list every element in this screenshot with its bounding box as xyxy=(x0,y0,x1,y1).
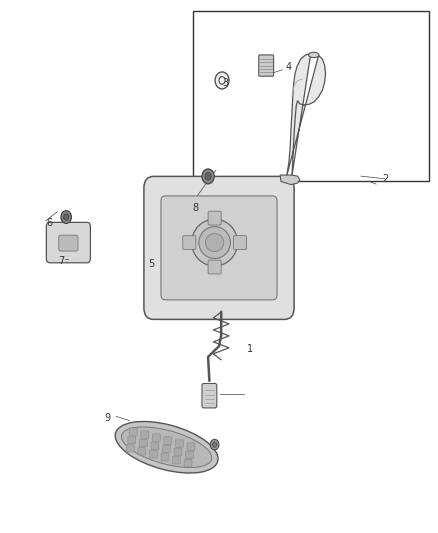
Polygon shape xyxy=(280,175,300,184)
Ellipse shape xyxy=(199,227,230,259)
Circle shape xyxy=(202,169,214,184)
FancyBboxPatch shape xyxy=(164,437,172,445)
FancyBboxPatch shape xyxy=(141,431,149,438)
FancyBboxPatch shape xyxy=(184,459,192,467)
Ellipse shape xyxy=(205,233,224,252)
Text: 4: 4 xyxy=(286,62,292,72)
FancyBboxPatch shape xyxy=(176,440,184,447)
FancyBboxPatch shape xyxy=(151,442,159,450)
FancyBboxPatch shape xyxy=(138,448,146,455)
FancyBboxPatch shape xyxy=(149,450,157,458)
FancyBboxPatch shape xyxy=(161,454,169,461)
Text: 9: 9 xyxy=(105,413,111,423)
FancyBboxPatch shape xyxy=(59,235,78,251)
Ellipse shape xyxy=(308,52,319,58)
FancyBboxPatch shape xyxy=(193,11,428,181)
Ellipse shape xyxy=(192,219,237,266)
Text: 8: 8 xyxy=(192,203,198,213)
FancyBboxPatch shape xyxy=(139,439,147,447)
Text: 7: 7 xyxy=(58,256,64,266)
FancyBboxPatch shape xyxy=(152,434,160,441)
Text: 2: 2 xyxy=(382,174,388,184)
FancyBboxPatch shape xyxy=(187,443,195,450)
FancyBboxPatch shape xyxy=(128,436,136,443)
FancyBboxPatch shape xyxy=(183,236,196,249)
FancyBboxPatch shape xyxy=(46,222,90,263)
Circle shape xyxy=(212,442,217,447)
FancyBboxPatch shape xyxy=(129,428,137,435)
FancyBboxPatch shape xyxy=(127,445,134,452)
FancyBboxPatch shape xyxy=(162,445,170,453)
FancyBboxPatch shape xyxy=(144,176,294,319)
Circle shape xyxy=(205,173,211,180)
Text: 5: 5 xyxy=(148,259,155,269)
Circle shape xyxy=(64,214,69,220)
Circle shape xyxy=(219,77,225,84)
Text: 3: 3 xyxy=(223,78,229,88)
Ellipse shape xyxy=(121,427,212,467)
Ellipse shape xyxy=(115,422,218,473)
Polygon shape xyxy=(287,54,325,176)
FancyBboxPatch shape xyxy=(174,448,182,456)
Circle shape xyxy=(215,72,229,89)
Circle shape xyxy=(61,211,71,223)
Circle shape xyxy=(210,439,219,450)
FancyBboxPatch shape xyxy=(233,236,247,249)
FancyBboxPatch shape xyxy=(208,260,221,274)
FancyBboxPatch shape xyxy=(259,55,274,76)
FancyBboxPatch shape xyxy=(161,196,277,300)
FancyBboxPatch shape xyxy=(202,383,217,408)
Text: 6: 6 xyxy=(46,218,53,228)
FancyBboxPatch shape xyxy=(186,451,194,458)
FancyBboxPatch shape xyxy=(208,211,221,225)
FancyBboxPatch shape xyxy=(173,456,180,464)
Text: 1: 1 xyxy=(247,344,253,354)
